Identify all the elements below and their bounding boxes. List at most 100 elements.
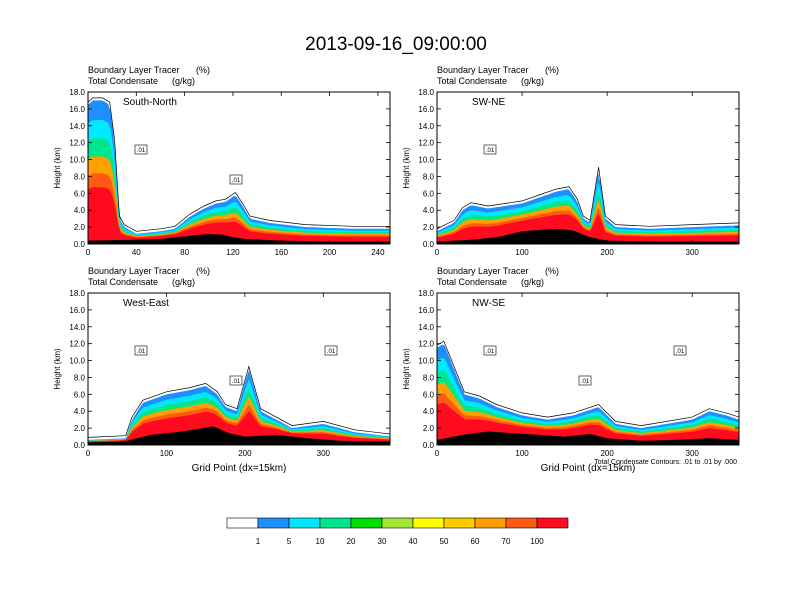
y-tick-label: 18.0 bbox=[418, 289, 434, 298]
contour-label: .01 bbox=[486, 349, 495, 355]
contour-label-box bbox=[134, 144, 148, 155]
subtitle-tracer-unit: (%) bbox=[196, 266, 210, 276]
y-tick-label: 10.0 bbox=[69, 357, 85, 366]
y-tick-label: 10.0 bbox=[69, 156, 85, 165]
x-tick-label: 300 bbox=[317, 449, 331, 458]
terrain bbox=[437, 431, 739, 445]
y-tick-label: 14.0 bbox=[69, 323, 85, 332]
subtitle-condensate: Total Condensate bbox=[437, 277, 507, 287]
contour-label: .01 bbox=[232, 379, 241, 385]
colorbar-swatch bbox=[443, 517, 476, 529]
colorbar-label: 1 bbox=[256, 537, 261, 546]
x-tick-label: 200 bbox=[238, 449, 252, 458]
contour-label: .01 bbox=[232, 178, 241, 184]
contour-label: .01 bbox=[676, 349, 685, 355]
panels: 0.0 2.0 4.0 6.0 8.0 10.0 12.0 14.0 16.0 18.0 0 40 80… bbox=[53, 65, 740, 474]
y-tick-label: 10.0 bbox=[418, 156, 434, 165]
colorbar-swatch bbox=[288, 517, 321, 529]
x-tick-label: 120 bbox=[226, 248, 240, 257]
y-tick-label: 14.0 bbox=[418, 323, 434, 332]
contour-label-box bbox=[483, 144, 497, 155]
terrain bbox=[437, 228, 739, 244]
y-tick-label: 12.0 bbox=[418, 340, 434, 349]
x-tick-label: 200 bbox=[600, 449, 614, 458]
subtitle-condensate-unit: (g/kg) bbox=[172, 277, 195, 287]
y-tick-label: 14.0 bbox=[69, 122, 85, 131]
panel-sw-ne: 0.0 2.0 4.0 6.0 8.0 10.0 12.0 14.0 16.0 18.0 0 100 2… bbox=[402, 65, 740, 257]
panel-south-north: 0.0 2.0 4.0 6.0 8.0 10.0 12.0 14.0 16.0 18.0 0 40 80… bbox=[53, 65, 391, 257]
condensate-contour bbox=[437, 167, 739, 230]
x-tick-label: 100 bbox=[515, 248, 529, 257]
y-tick-label: 16.0 bbox=[69, 306, 85, 315]
contour-label-box bbox=[229, 174, 243, 185]
x-tick-label: 300 bbox=[686, 449, 700, 458]
contour-label: .01 bbox=[486, 148, 495, 154]
condensate-contour bbox=[88, 365, 390, 438]
y-tick-label: 16.0 bbox=[418, 105, 434, 114]
subtitle-condensate: Total Condensate bbox=[437, 76, 507, 86]
y-axis-label: Height (km) bbox=[53, 147, 62, 189]
colorbar-label: 50 bbox=[440, 537, 449, 546]
subtitle-condensate-unit: (g/kg) bbox=[172, 76, 195, 86]
condensate-contour bbox=[88, 97, 390, 232]
y-tick-label: 6.0 bbox=[74, 390, 86, 399]
x-tick-label: 160 bbox=[275, 248, 289, 257]
colorbar-swatch bbox=[226, 517, 259, 529]
contour-label-box bbox=[483, 345, 497, 356]
y-axis-label: Height (km) bbox=[53, 348, 62, 390]
x-axis-label: Grid Point (dx=15km) bbox=[192, 463, 287, 474]
y-tick-label: 8.0 bbox=[74, 172, 86, 181]
x-tick-label: 200 bbox=[600, 248, 614, 257]
x-tick-label: 240 bbox=[371, 248, 385, 257]
colorbar-label: 30 bbox=[378, 537, 387, 546]
y-tick-label: 18.0 bbox=[69, 289, 85, 298]
subtitle-tracer: Boundary Layer Tracer bbox=[437, 65, 529, 75]
panel-name: SW-NE bbox=[472, 97, 505, 108]
y-tick-label: 6.0 bbox=[423, 189, 435, 198]
colorbar-label: 5 bbox=[287, 537, 292, 546]
y-tick-label: 16.0 bbox=[418, 306, 434, 315]
y-tick-label: 6.0 bbox=[74, 189, 86, 198]
colorbar-swatch bbox=[412, 517, 445, 529]
y-tick-label: 14.0 bbox=[418, 122, 434, 131]
colorbar-swatch bbox=[381, 517, 414, 529]
subtitle-tracer: Boundary Layer Tracer bbox=[88, 65, 180, 75]
y-tick-label: 4.0 bbox=[74, 206, 86, 215]
y-tick-label: 0.0 bbox=[74, 441, 86, 450]
terrain bbox=[88, 426, 390, 445]
y-tick-label: 18.0 bbox=[69, 88, 85, 97]
colorbar-swatch bbox=[505, 517, 538, 529]
subtitle-tracer-unit: (%) bbox=[196, 65, 210, 75]
plot-frame bbox=[436, 292, 740, 446]
subtitle-condensate-unit: (g/kg) bbox=[521, 277, 544, 287]
y-tick-label: 10.0 bbox=[418, 357, 434, 366]
plot-frame bbox=[436, 91, 740, 245]
tracer-band-6 bbox=[88, 187, 390, 244]
x-tick-label: 0 bbox=[435, 248, 440, 257]
y-tick-label: 12.0 bbox=[418, 139, 434, 148]
y-tick-label: 6.0 bbox=[423, 390, 435, 399]
x-tick-label: 0 bbox=[86, 449, 91, 458]
condensate-contour bbox=[437, 340, 739, 426]
colorbar-label: 40 bbox=[409, 537, 418, 546]
y-tick-label: 0.0 bbox=[423, 441, 435, 450]
y-axis-label: Height (km) bbox=[402, 348, 411, 390]
x-tick-label: 200 bbox=[323, 248, 337, 257]
y-tick-label: 8.0 bbox=[423, 172, 435, 181]
y-tick-label: 2.0 bbox=[423, 424, 435, 433]
y-tick-label: 4.0 bbox=[423, 407, 435, 416]
footnote: Total Condensate Contours: .01 to .01 by… bbox=[594, 459, 737, 466]
colorbar-swatch bbox=[257, 517, 290, 529]
colorbar-swatch bbox=[319, 517, 352, 529]
subtitle-tracer: Boundary Layer Tracer bbox=[88, 266, 180, 276]
colorbar-label: 60 bbox=[471, 537, 480, 546]
contour-label: .01 bbox=[581, 379, 590, 385]
contour-label-box bbox=[578, 375, 592, 386]
colorbar-label: 70 bbox=[502, 537, 511, 546]
subtitle-condensate: Total Condensate bbox=[88, 277, 158, 287]
subtitle-condensate-unit: (g/kg) bbox=[521, 76, 544, 86]
plot-frame bbox=[87, 91, 391, 245]
y-tick-label: 2.0 bbox=[74, 424, 86, 433]
x-tick-label: 100 bbox=[515, 449, 529, 458]
colorbar-swatch bbox=[536, 517, 569, 529]
